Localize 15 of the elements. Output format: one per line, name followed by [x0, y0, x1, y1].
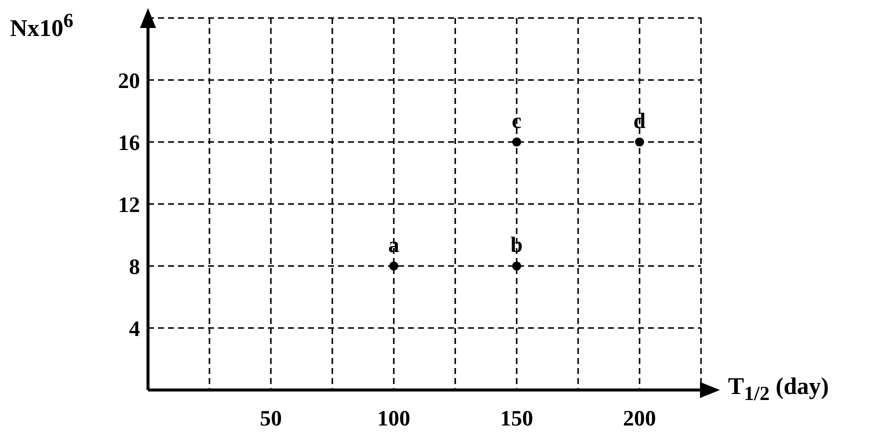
- annotation: c: [512, 108, 522, 133]
- annotation: a: [388, 232, 400, 257]
- x-tick-label: 50: [260, 406, 282, 431]
- y-tick-label: 4: [129, 316, 140, 341]
- x-tick-label: 150: [500, 406, 534, 431]
- y-tick-label: 20: [118, 68, 140, 93]
- annotation: b: [510, 232, 523, 257]
- y-axis-title: Nx10$^{6}$: [10, 10, 74, 43]
- y-tick-label: 8: [129, 254, 140, 279]
- x-tick-label: 100: [377, 406, 410, 431]
- x-axis-title: T$_{1/2}$ (day): [728, 374, 829, 406]
- x-tick-label: 200: [623, 406, 656, 431]
- annotation: d: [633, 108, 646, 133]
- y-tick-label: 16: [118, 130, 140, 155]
- y-tick-label: 12: [118, 192, 140, 217]
